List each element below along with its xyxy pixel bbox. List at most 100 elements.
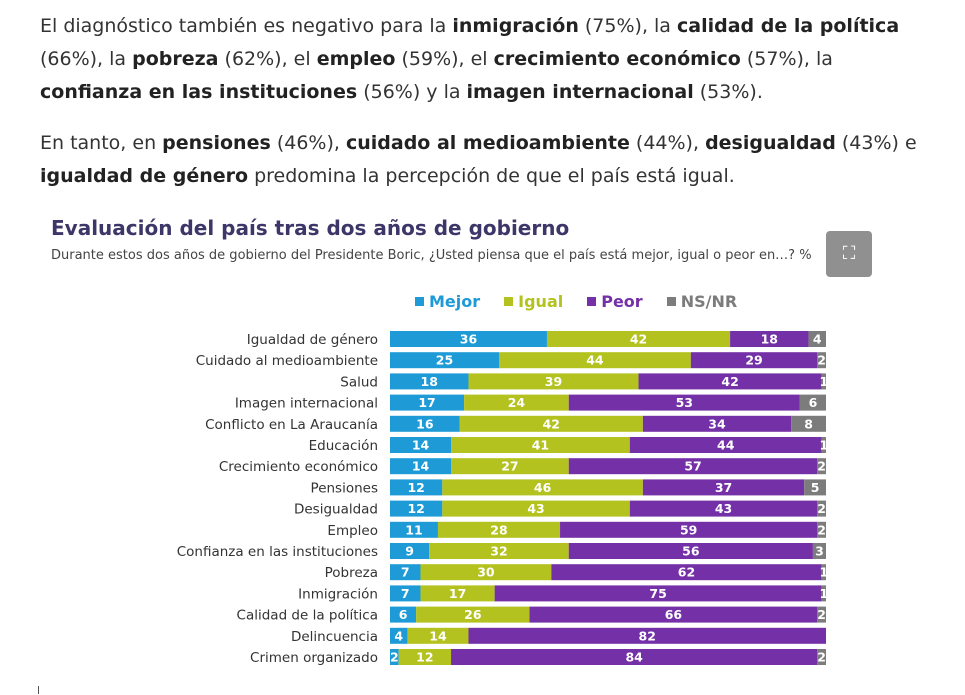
category-label: Delincuencia bbox=[291, 629, 378, 645]
emphasis-text: calidad de la política bbox=[676, 15, 900, 37]
expand-icon: ⛶ bbox=[842, 243, 856, 264]
bar-segment bbox=[642, 479, 805, 496]
bar-segment bbox=[464, 394, 569, 411]
bar-segment bbox=[817, 458, 826, 475]
data-label: 9 bbox=[405, 544, 414, 559]
data-label: 53 bbox=[676, 395, 693, 410]
legend-label: Peor bbox=[601, 291, 643, 311]
data-label: 1 bbox=[819, 374, 828, 389]
data-label: 2 bbox=[817, 501, 826, 516]
bar-segment bbox=[390, 437, 452, 453]
data-label: 2 bbox=[817, 353, 826, 368]
emphasis-text: confianza en las instituciones bbox=[40, 81, 358, 103]
bar-segment bbox=[817, 352, 826, 369]
legend-swatch bbox=[415, 296, 424, 306]
data-label: 3 bbox=[815, 544, 824, 559]
bar-segment bbox=[390, 331, 547, 347]
data-label: 57 bbox=[684, 459, 701, 474]
bar-segment bbox=[821, 437, 826, 453]
chart-figure: Evaluación del país tras dos años de gob… bbox=[40, 208, 895, 678]
data-label: 6 bbox=[809, 395, 818, 410]
category-label: Crecimiento económico bbox=[219, 459, 378, 475]
bar-segment bbox=[390, 649, 399, 665]
data-label: 34 bbox=[708, 416, 726, 431]
category-label: Crimen organizado bbox=[250, 650, 378, 666]
bar-segment bbox=[642, 415, 792, 432]
data-label: 43 bbox=[527, 501, 544, 516]
bar-segment bbox=[499, 352, 691, 369]
data-label: 14 bbox=[412, 459, 430, 474]
body-text: predomina la percepción de que el país e… bbox=[248, 165, 735, 187]
emphasis-text: inmigración bbox=[452, 15, 579, 37]
bar-segment bbox=[730, 331, 809, 347]
data-label: 41 bbox=[532, 438, 549, 453]
bar-segment bbox=[812, 543, 826, 559]
data-label: 1 bbox=[819, 565, 828, 580]
data-label: 1 bbox=[819, 438, 828, 453]
bar-segment bbox=[690, 352, 818, 369]
data-label: 43 bbox=[715, 501, 732, 516]
bar-segment bbox=[629, 437, 822, 453]
data-label: 12 bbox=[407, 480, 424, 495]
data-label: 30 bbox=[477, 565, 495, 580]
article-paragraph-1: El diagnóstico también es negativo para … bbox=[40, 10, 920, 109]
category-label: Calidad de la política bbox=[237, 608, 378, 624]
body-text: (56%) y la bbox=[357, 81, 467, 103]
emphasis-text: empleo bbox=[316, 48, 396, 70]
text-caret bbox=[38, 686, 39, 694]
bar-segment bbox=[407, 627, 469, 644]
category-label: Imagen internacional bbox=[235, 396, 378, 412]
emphasis-text: desigualdad bbox=[705, 132, 836, 154]
body-text: (66%), la bbox=[40, 48, 133, 70]
bar-segment bbox=[390, 394, 465, 411]
legend-swatch bbox=[587, 296, 597, 306]
bar-segment bbox=[437, 521, 561, 538]
article-text: El diagnóstico también es negativo para … bbox=[40, 10, 920, 211]
article-paragraph-2: En tanto, en pensiones (46%), cuidado al… bbox=[40, 127, 920, 193]
category-label: Pensiones bbox=[311, 480, 378, 496]
bar-segment bbox=[459, 415, 643, 432]
body-text: El diagnóstico también es negativo para … bbox=[40, 15, 453, 37]
data-label: 44 bbox=[586, 353, 604, 368]
emphasis-text: pensiones bbox=[162, 132, 271, 154]
body-text: (59%), el bbox=[395, 48, 494, 70]
data-label: 84 bbox=[625, 650, 643, 665]
data-label: 4 bbox=[394, 628, 403, 643]
bar-segment bbox=[799, 394, 826, 411]
bar-segment bbox=[420, 585, 495, 602]
data-label: 27 bbox=[501, 459, 518, 474]
bar-segment bbox=[390, 479, 443, 496]
bar-segment bbox=[494, 585, 822, 602]
body-text: (62%), el bbox=[218, 48, 317, 70]
emphasis-text: imagen internacional bbox=[466, 81, 694, 103]
expand-button[interactable]: ⛶ bbox=[826, 231, 872, 277]
category-label: Cuidado al medioambiente bbox=[196, 353, 378, 369]
bar-segment bbox=[551, 564, 822, 581]
data-label: 36 bbox=[460, 332, 478, 347]
bar-segment bbox=[629, 500, 818, 517]
data-label: 25 bbox=[436, 353, 453, 368]
legend-label: Mejor bbox=[429, 291, 481, 311]
category-label: Inmigración bbox=[298, 586, 378, 602]
data-label: 14 bbox=[429, 628, 447, 643]
data-label: 2 bbox=[390, 650, 399, 665]
bar-segment bbox=[451, 649, 818, 665]
bar-segment bbox=[390, 585, 421, 602]
data-label: 7 bbox=[401, 586, 410, 601]
data-label: 82 bbox=[639, 628, 656, 643]
body-text: (46%), bbox=[270, 132, 346, 154]
bar-segment bbox=[468, 627, 826, 644]
data-label: 8 bbox=[804, 416, 813, 431]
body-text: (53%). bbox=[693, 81, 763, 103]
bar-segment bbox=[529, 606, 818, 623]
bar-segment bbox=[568, 543, 813, 559]
category-label: Pobreza bbox=[325, 565, 378, 581]
bar-segment bbox=[398, 649, 452, 665]
bar-segment bbox=[817, 521, 826, 538]
data-label: 59 bbox=[680, 522, 697, 537]
bar-segment bbox=[442, 479, 643, 496]
bar-segment bbox=[468, 373, 639, 390]
data-label: 6 bbox=[399, 607, 408, 622]
body-text: (44%), bbox=[629, 132, 706, 154]
bar-segment bbox=[420, 564, 552, 581]
